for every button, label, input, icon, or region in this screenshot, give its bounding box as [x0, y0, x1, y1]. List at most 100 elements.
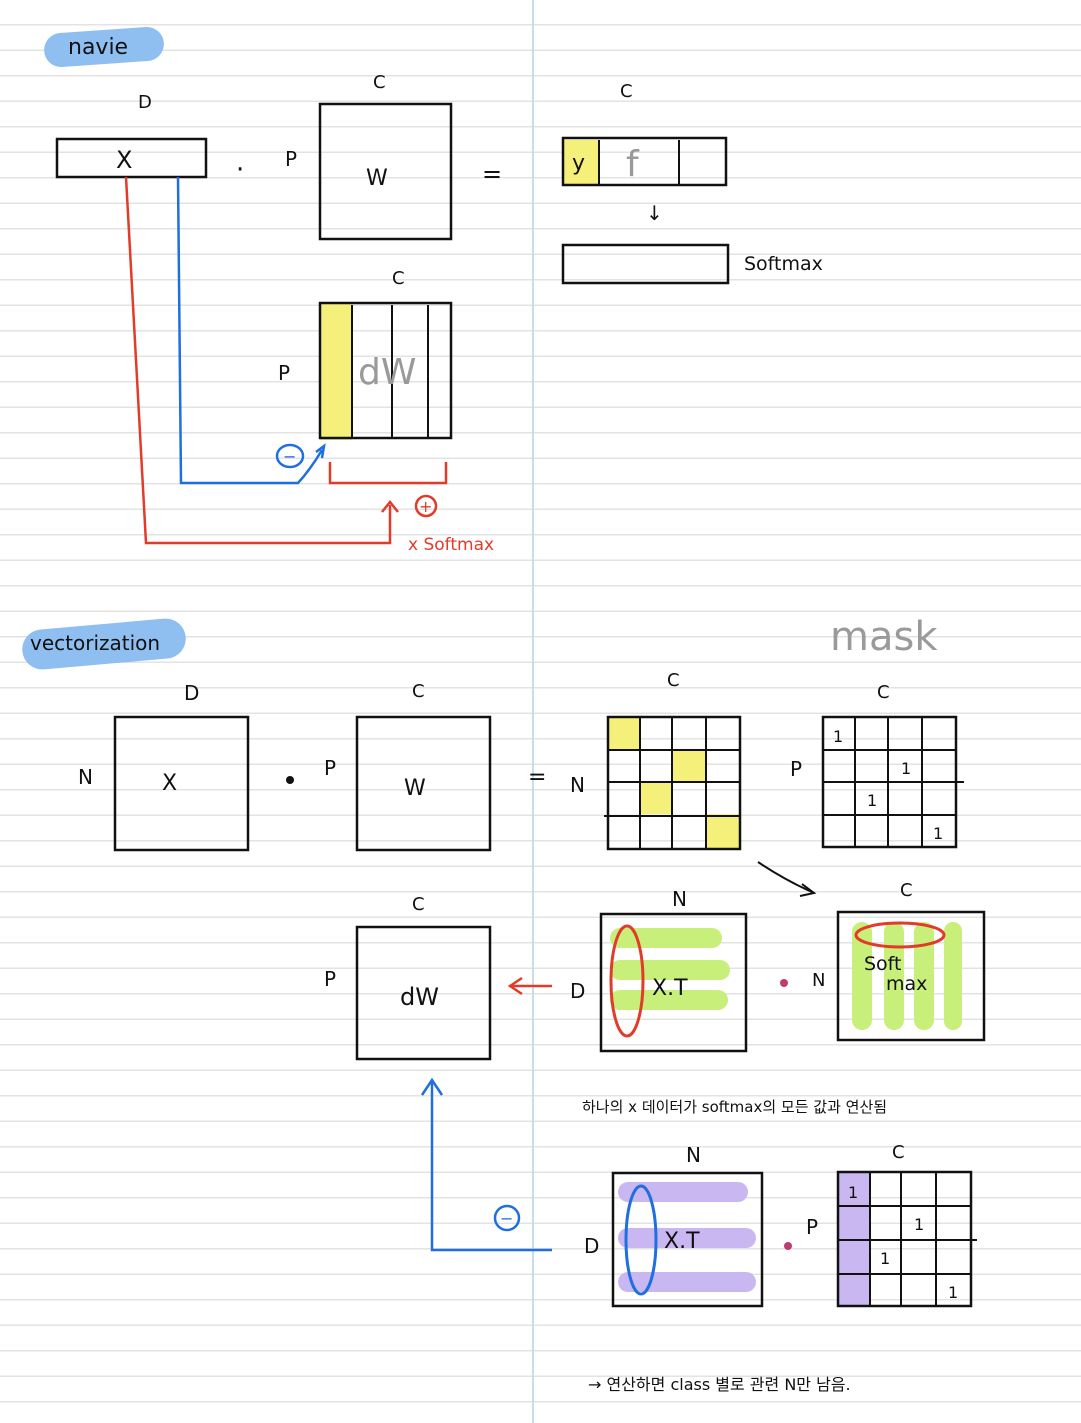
naive-score-box	[561, 136, 728, 187]
vec-dw-label: dW	[400, 983, 439, 1011]
vec-xt-box	[599, 912, 748, 1053]
vectorization-title-highlight	[22, 618, 186, 670]
vec-xt2-purple-row-2	[618, 1228, 756, 1248]
vec-label-C-w: C	[412, 681, 425, 702]
vec-label-N-left: N	[78, 765, 93, 789]
naive-x-box	[55, 137, 208, 179]
vec-note-1: 하나의 x 데이터가 softmax의 모든 값과 연산됨	[582, 1098, 887, 1116]
vec-blue-arrow-path	[430, 1082, 552, 1252]
vec-w-box	[355, 715, 492, 852]
vec-xt2-blue-column	[624, 1184, 658, 1296]
naive-label-P-dw: P	[278, 361, 290, 385]
vec-dot-2	[780, 979, 788, 987]
naive-y-label: y	[572, 151, 585, 176]
vec-xt2-purple-row-1	[618, 1182, 748, 1202]
naive-arrow-down: ↓	[646, 201, 663, 225]
naive-title-highlight	[44, 27, 164, 67]
naive-dw-box	[318, 301, 453, 440]
naive-softmax-box	[561, 243, 730, 285]
naive-plus-sign: +	[419, 497, 432, 516]
vec-xt-red-column	[609, 924, 645, 1038]
naive-equals: =	[482, 160, 502, 188]
naive-red-arrow-path	[124, 176, 392, 545]
naive-label-C-dw: C	[392, 268, 405, 289]
vec-dot-3	[784, 1242, 792, 1250]
vec-w-label: W	[404, 776, 426, 801]
vec-mask-one-3: 1	[867, 791, 877, 810]
vec-softmax-label-soft: Soft	[864, 953, 902, 975]
naive-softmax-label: Softmax	[744, 253, 823, 275]
naive-x-label: X	[116, 146, 132, 174]
vec-label-C-out: C	[667, 670, 680, 691]
vec-label-D-xt2: D	[584, 1234, 599, 1258]
vec-score-highlight-3	[640, 782, 672, 814]
vec-x-box	[113, 715, 250, 852]
vec-xt2-purple-row-3	[618, 1272, 756, 1292]
vectorization-section: vectorization mask D N X P C W = N C	[22, 614, 986, 1394]
vec-xt-green-row-1	[610, 928, 722, 948]
naive-w-label: W	[366, 166, 388, 191]
vec-mask2-one-2: 1	[914, 1215, 924, 1234]
naive-f-label: f	[626, 144, 640, 185]
vec-label-C-mask: C	[877, 682, 890, 703]
vec-mask2-one-1: 1	[848, 1183, 858, 1202]
vec-xt2-box	[611, 1171, 764, 1308]
vec-label-C-softmax: C	[900, 880, 913, 901]
naive-title: navie	[68, 35, 128, 60]
vec-score-highlight-4	[706, 814, 740, 848]
mask-title: mask	[830, 614, 938, 660]
vec-label-N-xt: N	[672, 887, 687, 911]
vec-label-P-mask: P	[790, 757, 802, 781]
vec-label-N-out: N	[570, 773, 585, 797]
naive-label-P-w: P	[285, 147, 297, 171]
vec-mask-one-1: 1	[833, 727, 843, 746]
naive-x-softmax-label: x Softmax	[408, 535, 494, 555]
vec-mask2-grid	[838, 1172, 977, 1306]
naive-red-arrow-head	[381, 499, 399, 513]
vec-mask-one-2: 1	[901, 759, 911, 778]
vec-softmax-box	[836, 910, 986, 1042]
vec-minus-circle	[493, 1204, 521, 1232]
naive-label-C-out: C	[620, 81, 633, 102]
vec-label-C-dw: C	[412, 894, 425, 915]
vec-xt2-label: X.T	[664, 1229, 700, 1254]
vec-xt-label: X.T	[652, 976, 688, 1001]
vec-score-grid	[604, 717, 740, 849]
naive-minus-circle	[275, 443, 305, 469]
vec-label-N-xt2: N	[686, 1143, 701, 1167]
naive-y-highlight	[563, 140, 599, 184]
vec-scores-to-softmax-arrow	[757, 861, 813, 893]
vec-softmax-green-col-1	[852, 922, 872, 1030]
naive-blue-arrow-head	[315, 443, 326, 459]
naive-minus-sign: −	[283, 447, 296, 466]
naive-section: navie D X · P C W = C y f ↓ Softmax C P …	[44, 27, 823, 555]
vec-label-N-softmax: N	[812, 970, 825, 991]
vec-mask-one-4: 1	[933, 824, 943, 843]
vec-score-highlight-2	[672, 750, 706, 782]
naive-blue-arrow-path	[176, 176, 324, 485]
vec-mask2-one-4: 1	[948, 1283, 958, 1302]
naive-plus-circle	[414, 494, 438, 518]
vec-label-C-mask2: C	[892, 1142, 905, 1163]
vectorization-title: vectorization	[30, 631, 160, 655]
vec-label-D: D	[184, 681, 199, 705]
vec-softmax-green-col-4	[944, 922, 962, 1030]
naive-red-bracket	[328, 462, 448, 485]
vec-label-P-dw: P	[324, 967, 336, 991]
vec-xt-green-row-2	[610, 960, 730, 980]
naive-w-box	[318, 102, 453, 241]
naive-label-D: D	[138, 92, 152, 113]
naive-dw-col-highlight	[320, 303, 352, 440]
naive-label-C-w: C	[373, 72, 386, 93]
vec-label-D-xt: D	[570, 979, 585, 1003]
vec-x-label: X	[162, 771, 177, 796]
vec-mask-grid	[823, 717, 964, 847]
vec-softmax-green-col-2	[884, 922, 904, 1030]
vec-note-2: → 연산하면 class 별로 관련 N만 남음.	[588, 1375, 851, 1394]
vec-dw-box	[355, 925, 492, 1061]
vec-softmax-label-max: max	[886, 973, 927, 995]
vec-mask2-one-3: 1	[880, 1249, 890, 1268]
vec-blue-arrow-head	[420, 1077, 444, 1096]
vec-dot-1	[286, 776, 294, 784]
